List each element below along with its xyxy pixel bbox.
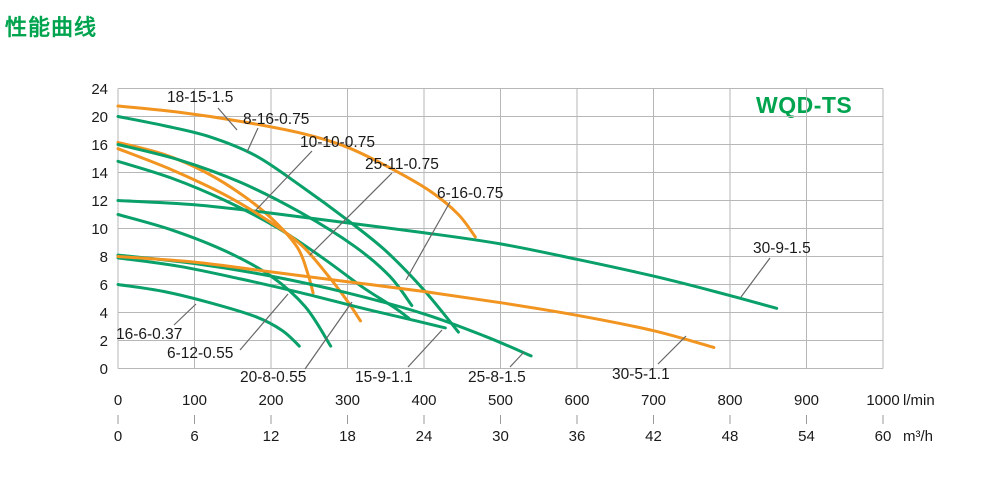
y-tick-label: 10 [91,221,108,238]
x-tick-label-m3h: 6 [190,428,198,445]
x-tick-label-m3h: 0 [114,428,122,445]
x-tick-label-m3h: 36 [569,428,586,445]
x-tick-label-lmin: 400 [411,392,436,409]
y-tick-label: 2 [100,333,108,350]
x-tick-label-lmin: 100 [182,392,207,409]
leader-line-6-12-0.55 [239,293,289,351]
curve-30-9-1.5 [116,199,779,310]
x-tick-label-m3h: 42 [645,428,662,445]
x-tick-label-lmin: 700 [641,392,666,409]
curve-18-15-1.5 [116,104,477,239]
y-tick-label: 20 [91,109,108,126]
x-tick-label-lmin: 200 [258,392,283,409]
curve-8-16-0.75 [116,115,460,334]
leader-line-6-16-0.75 [405,201,451,281]
page-title: 性能曲线 [5,15,98,40]
curve-label-8-16-0.75: 8-16-0.75 [243,111,309,128]
curve-label-18-15-1.5: 18-15-1.5 [167,89,233,106]
x-tick-label-m3h: 60 [875,428,892,445]
leader-line-8-16-0.75 [246,127,259,153]
curve-label-25-11-0.75: 25-11-0.75 [365,156,439,173]
x-tick-label-lmin: 900 [794,392,819,409]
y-tick-label: 0 [100,361,108,378]
y-tick-label: 24 [91,81,108,98]
curve-label-10-10-0.75: 10-10-0.75 [300,134,375,151]
x-unit-lmin: l/min [903,392,935,409]
x-tick-label-lmin: 300 [335,392,360,409]
curve-label-16-6-0.37: 16-6-0.37 [116,326,182,343]
x-tick-label-m3h: 24 [416,428,433,445]
x-unit-m3h: m³/h [903,428,933,445]
curve-label-20-8-0.55: 20-8-0.55 [240,369,306,386]
curve-15-9-1.1 [116,256,447,330]
x-tick-label-lmin: 500 [488,392,513,409]
curve-label-30-9-1.5: 30-9-1.5 [753,240,811,257]
y-tick-label: 6 [100,277,108,294]
curve-label-30-5-1.1: 30-5-1.1 [612,366,670,383]
y-tick-label: 8 [100,249,108,266]
leader-line-16-6-0.37 [173,303,197,326]
curve-label-6-16-0.75: 6-16-0.75 [437,185,503,202]
x-tick-label-m3h: 54 [798,428,815,445]
curve-10-10-0.75 [116,159,411,320]
curve-20-8-0.55 [116,147,362,323]
leader-line-25-8-1.5 [509,351,525,368]
curve-6-16-0.75 [116,143,414,307]
leader-line-18-15-1.5 [217,107,238,131]
curve-16-6-0.37 [116,283,301,348]
curve-label-25-8-1.5: 25-8-1.5 [468,369,526,386]
x-tick-label-lmin: 1000 [866,392,899,409]
x-tick-label-m3h: 30 [492,428,509,445]
leader-line-10-10-0.75 [255,150,313,211]
leader-line-20-8-0.55 [304,301,353,370]
leader-line-30-9-1.5 [740,257,771,298]
curve-30-5-1.1 [116,255,716,349]
x-tick-label-m3h: 48 [722,428,739,445]
curve-label-6-12-0.55: 6-12-0.55 [167,345,233,362]
y-tick-label: 16 [91,137,108,154]
curve-25-11-0.75 [116,140,315,295]
leader-line-30-5-1.1 [657,335,687,365]
curve-6-12-0.55 [116,213,333,348]
x-tick-label-m3h: 18 [339,428,356,445]
x-tick-label-lmin: 800 [717,392,742,409]
x-tick-label-lmin: 0 [114,392,122,409]
x-tick-label-m3h: 12 [263,428,280,445]
y-tick-label: 12 [91,193,108,210]
curve-label-15-9-1.1: 15-9-1.1 [355,369,413,386]
x-tick-label-lmin: 600 [564,392,589,409]
y-tick-label: 4 [100,305,108,322]
y-tick-label: 14 [91,165,108,182]
leader-line-25-11-0.75 [309,172,393,256]
leader-line-15-9-1.1 [407,329,443,368]
brand-label: WQD-TS [756,92,853,118]
